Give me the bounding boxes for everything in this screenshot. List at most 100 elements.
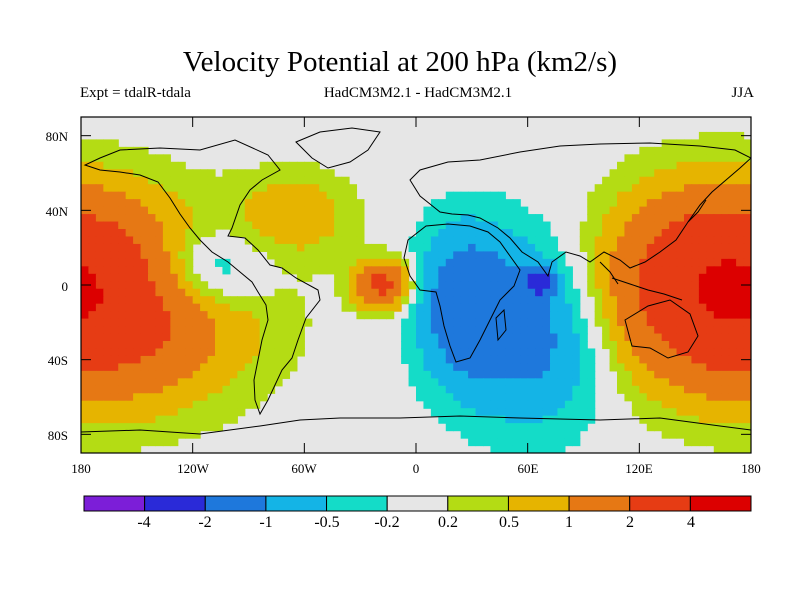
field-cell — [736, 348, 745, 357]
field-cell — [125, 415, 134, 424]
field-cell — [192, 184, 201, 193]
field-cell — [512, 288, 521, 297]
field-cell — [564, 430, 573, 439]
field-cell — [110, 318, 119, 327]
field-cell — [602, 341, 611, 350]
field-cell — [490, 378, 499, 387]
field-cell — [661, 281, 670, 290]
field-cell — [177, 221, 186, 230]
field-cell — [155, 206, 164, 215]
field-cell — [81, 251, 90, 260]
field-cell — [103, 303, 112, 312]
field-cell — [564, 288, 573, 297]
field-cell — [125, 400, 134, 409]
field-cell — [192, 341, 201, 350]
field-cell — [542, 266, 551, 275]
field-cell — [721, 296, 730, 305]
field-cell — [110, 146, 119, 155]
field-cell — [282, 355, 291, 364]
field-cell — [706, 191, 715, 200]
field-cell — [535, 243, 544, 252]
field-cell — [110, 281, 119, 290]
field-cell — [564, 303, 573, 312]
field-cell — [192, 288, 201, 297]
field-cell — [170, 303, 179, 312]
field-cell — [162, 154, 171, 163]
field-cell — [669, 296, 678, 305]
field-cell — [721, 355, 730, 364]
field-cell — [684, 139, 693, 148]
field-cell — [527, 400, 536, 409]
field-cell — [118, 243, 127, 252]
field-cell — [88, 348, 97, 357]
field-cell — [170, 378, 179, 387]
field-cell — [103, 326, 112, 335]
field-cell — [133, 281, 142, 290]
field-cell — [639, 303, 648, 312]
field-cell — [282, 214, 291, 223]
field-cell — [274, 311, 283, 320]
field-cell — [88, 326, 97, 335]
field-cell — [155, 393, 164, 402]
field-cell — [617, 296, 626, 305]
colorbar-label: -0.5 — [314, 514, 340, 531]
field-cell — [698, 258, 707, 267]
field-cell — [661, 385, 670, 394]
field-cell — [289, 161, 298, 170]
field-cell — [654, 191, 663, 200]
field-cell — [177, 393, 186, 402]
field-cell — [95, 221, 104, 230]
field-cell — [460, 393, 469, 402]
field-cell — [602, 281, 611, 290]
field-cell — [661, 229, 670, 238]
field-cell — [661, 251, 670, 260]
field-cell — [684, 341, 693, 350]
field-cell — [669, 393, 678, 402]
field-cell — [215, 288, 224, 297]
field-cell — [468, 281, 477, 290]
field-cell — [587, 393, 596, 402]
field-cell — [713, 393, 722, 402]
field-cell — [162, 266, 171, 275]
field-cell — [177, 400, 186, 409]
field-cell — [445, 378, 454, 387]
field-cell — [542, 363, 551, 372]
field-cell — [669, 146, 678, 155]
field-cell — [624, 176, 633, 185]
field-cell — [587, 243, 596, 252]
field-cell — [691, 355, 700, 364]
field-cell — [296, 251, 305, 260]
field-cell — [520, 385, 529, 394]
field-cell — [728, 408, 737, 417]
field-cell — [736, 303, 745, 312]
field-cell — [713, 355, 722, 364]
field-cell — [148, 243, 157, 252]
field-cell — [341, 176, 350, 185]
field-cell — [162, 378, 171, 387]
field-cell — [259, 341, 268, 350]
field-cell — [624, 393, 633, 402]
field-cell — [244, 370, 253, 379]
field-cell — [743, 176, 751, 185]
field-cell — [609, 176, 618, 185]
field-cell — [423, 370, 432, 379]
field-cell — [684, 206, 693, 215]
field-cell — [691, 184, 700, 193]
field-cell — [572, 341, 581, 350]
field-cell — [326, 169, 335, 178]
field-cell — [215, 326, 224, 335]
field-cell — [542, 341, 551, 350]
field-cell — [125, 363, 134, 372]
field-cell — [304, 176, 313, 185]
field-cell — [267, 176, 276, 185]
field-cell — [579, 363, 588, 372]
field-cell — [691, 266, 700, 275]
field-cell — [535, 236, 544, 245]
field-cell — [296, 176, 305, 185]
field-cell — [289, 229, 298, 238]
field-cell — [185, 385, 194, 394]
field-cell — [222, 393, 231, 402]
field-cell — [535, 363, 544, 372]
field-cell — [698, 311, 707, 320]
field-cell — [207, 191, 216, 200]
